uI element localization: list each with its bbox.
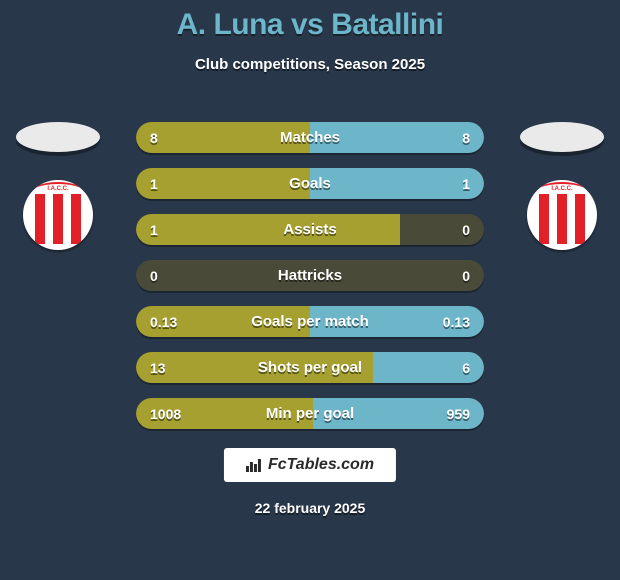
stat-row: 1008959Min per goal [136,398,484,429]
club-logo-right: I.A.C.C. [527,180,597,250]
stat-row: 88Matches [136,122,484,153]
player-silhouette-right [520,122,604,152]
stat-label: Goals [136,168,484,199]
stat-row: 136Shots per goal [136,352,484,383]
stat-row: 0.130.13Goals per match [136,306,484,337]
club-logo-left: I.A.C.C. [23,180,93,250]
stat-label: Assists [136,214,484,245]
snapshot-date: 22 february 2025 [0,500,620,516]
comparison-title: A. Luna vs Batallini [0,0,620,42]
stat-label: Hattricks [136,260,484,291]
stat-row: 10Assists [136,214,484,245]
stat-label: Goals per match [136,306,484,337]
brand-badge: FcTables.com [224,448,396,482]
stat-row: 11Goals [136,168,484,199]
comparison-subtitle: Club competitions, Season 2025 [0,56,620,73]
right-player-column: I.A.C.C. [516,122,608,250]
brand-text: FcTables.com [268,456,374,474]
stat-label: Min per goal [136,398,484,429]
player-silhouette-left [16,122,100,152]
stat-label: Shots per goal [136,352,484,383]
stats-rows: 88Matches 11Goals 10Assists 00Hattricks 0.13… [136,122,484,429]
bar-chart-icon [246,458,262,472]
stat-label: Matches [136,122,484,153]
left-player-column: I.A.C.C. [12,122,104,250]
stat-row: 00Hattricks [136,260,484,291]
